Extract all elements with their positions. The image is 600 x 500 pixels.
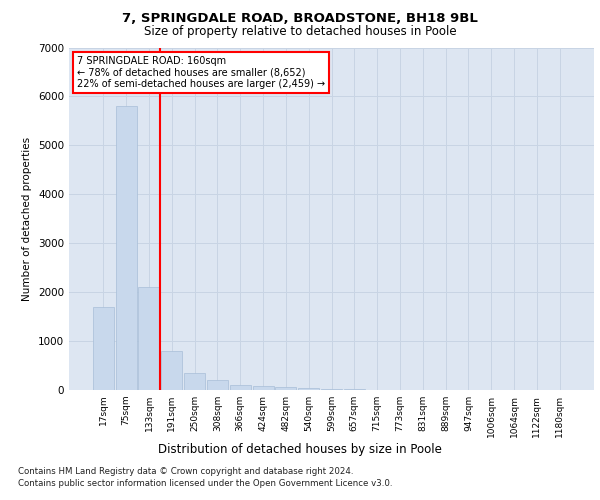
Text: Size of property relative to detached houses in Poole: Size of property relative to detached ho…: [143, 25, 457, 38]
Y-axis label: Number of detached properties: Number of detached properties: [22, 136, 32, 301]
Bar: [298, 388, 319, 390]
Text: 7, SPRINGDALE ROAD, BROADSTONE, BH18 9BL: 7, SPRINGDALE ROAD, BROADSTONE, BH18 9BL: [122, 12, 478, 26]
Bar: [184, 373, 205, 390]
Bar: [116, 106, 137, 390]
Bar: [275, 388, 296, 390]
Bar: [321, 389, 342, 390]
Bar: [253, 386, 274, 390]
Bar: [93, 307, 114, 390]
Bar: [161, 351, 182, 390]
Bar: [139, 287, 160, 390]
Text: 7 SPRINGDALE ROAD: 160sqm
← 78% of detached houses are smaller (8,652)
22% of se: 7 SPRINGDALE ROAD: 160sqm ← 78% of detac…: [77, 56, 325, 90]
Text: Contains public sector information licensed under the Open Government Licence v3: Contains public sector information licen…: [18, 479, 392, 488]
Text: Contains HM Land Registry data © Crown copyright and database right 2024.: Contains HM Land Registry data © Crown c…: [18, 468, 353, 476]
Bar: [207, 380, 228, 390]
Text: Distribution of detached houses by size in Poole: Distribution of detached houses by size …: [158, 442, 442, 456]
Bar: [230, 385, 251, 390]
